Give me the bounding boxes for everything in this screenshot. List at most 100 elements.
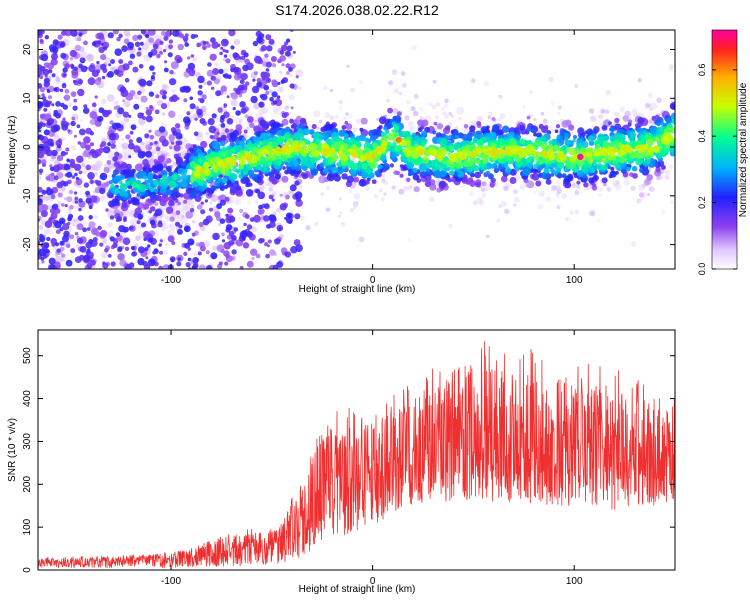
heatmap-cell [61,203,65,207]
heatmap-cell [286,38,291,43]
heatmap-cell [338,129,346,137]
heatmap-cell [230,45,235,50]
heatmap-cell [406,177,411,182]
heatmap-cell [253,71,258,76]
heatmap-cell [196,108,203,116]
heatmap-cell [53,246,57,251]
heatmap-cell [442,111,447,116]
heatmap-cell [132,198,138,204]
heatmap-cell [220,134,227,141]
heatmap-cell [656,176,660,181]
heatmap-cell [541,171,550,180]
heatmap-cell [165,152,170,157]
heatmap-cell [300,215,306,221]
heatmap-cell [212,232,220,241]
heatmap-cell [89,179,95,185]
heatmap-cell [140,30,146,35]
heatmap-cell [212,68,220,75]
heatmap-cell [630,131,637,138]
heatmap-cell [123,117,130,123]
heatmap-cell [109,215,115,220]
heatmap-cell [190,177,195,182]
heatmap-cell [152,71,156,76]
heatmap-cell [137,34,143,40]
heatmap-cell [412,167,418,173]
heatmap-cell [374,170,380,176]
heatmap-cell [113,100,119,106]
heatmap-cell [301,172,306,177]
heatmap-cell [203,81,207,86]
heatmap-cell [62,67,68,73]
heatmap-cell [225,213,229,217]
heatmap-cell [476,139,484,147]
heatmap-cell [103,46,107,51]
heatmap-cell [416,139,423,146]
heatmap-cell [293,239,301,246]
heatmap-cell [412,157,421,166]
heatmap-cell [249,122,255,129]
heatmap-cell [245,182,251,188]
heatmap-cell [525,148,531,153]
heatmap-cell [380,196,386,202]
heatmap-cell [43,107,48,112]
heatmap-cell [433,159,439,164]
heatmap-cell [289,83,295,89]
heatmap-cell [138,47,142,51]
heatmap-cell [48,264,56,269]
heatmap-cell [50,238,57,245]
heatmap-cell [74,172,78,177]
heatmap-cell [365,186,370,191]
spectrogram-y-tick-label: 20 [22,44,33,56]
heatmap-cell [55,242,59,247]
heatmap-cell [43,242,50,249]
heatmap-cell [235,198,242,205]
heatmap-cell [545,196,552,202]
heatmap-cell [310,150,317,157]
heatmap-cell [349,208,354,213]
heatmap-cell [169,216,175,222]
heatmap-cell [239,101,246,108]
heatmap-cell [161,194,169,203]
heatmap-cell [216,131,220,135]
heatmap-cell [232,167,237,172]
heatmap-cell [480,126,489,134]
heatmap-cell [212,141,221,150]
heatmap-cell [118,180,123,185]
spectrogram-x-axis-label: Height of straight line (km) [299,284,416,295]
heatmap-cell [256,77,262,83]
heatmap-cell [114,48,122,56]
heatmap-cell [131,109,136,113]
heatmap-cell [82,254,91,263]
heatmap-cell [284,251,292,258]
heatmap-cell [112,30,119,35]
heatmap-cell [259,119,267,127]
heatmap-cell [177,257,181,261]
heatmap-cell [461,141,466,146]
heatmap-cell [53,175,59,181]
heatmap-cell [90,148,96,154]
heatmap-cell [44,35,49,40]
heatmap-cell [69,234,75,240]
heatmap-cell [38,122,43,130]
heatmap-cell [476,121,482,126]
heatmap-cell [72,105,78,111]
heatmap-cell [38,225,44,230]
heatmap-cell [55,76,61,82]
heatmap-cell [276,105,282,111]
heatmap-cell [253,102,260,110]
heatmap-cell [482,155,488,161]
heatmap-cell [167,52,173,58]
spectrogram-x-tick-label: -100 [161,275,181,286]
heatmap-cell [118,164,124,169]
heatmap-cell [76,155,84,163]
heatmap-cell [446,160,452,165]
heatmap-cell [144,247,149,252]
heatmap-cell [154,208,163,217]
heatmap-cell [85,197,92,204]
heatmap-cell [198,221,204,228]
heatmap-cell [438,180,447,188]
heatmap-cell [100,54,107,61]
heatmap-cell [38,83,43,89]
heatmap-cell [64,30,72,37]
